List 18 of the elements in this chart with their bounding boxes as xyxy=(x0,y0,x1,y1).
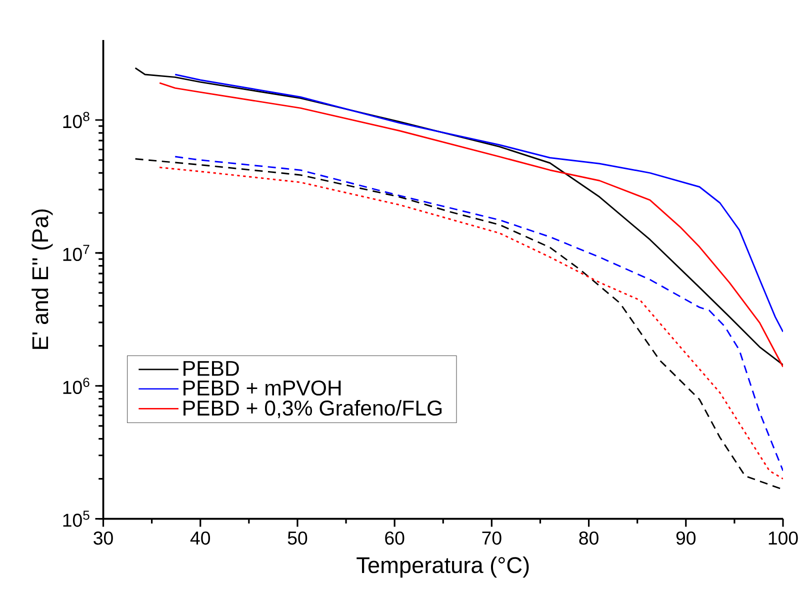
x-tick-label: 100 xyxy=(768,532,798,545)
y-axis-title: E' and E'' (Pa) xyxy=(32,210,53,349)
x-tick-label: 70 xyxy=(482,532,502,545)
x-tick-label: 50 xyxy=(288,532,308,545)
x-tick-label: 80 xyxy=(579,532,598,545)
legend-label: PEBD + 0,3% Grafeno/FLG xyxy=(184,400,442,418)
x-tick-label: 90 xyxy=(676,532,696,545)
x-tick-label: 60 xyxy=(385,532,404,545)
y-tick-label: 10$^{6}$ xyxy=(63,378,90,394)
legend-label: PEBD + mPVOH xyxy=(184,380,341,396)
legend-label: PEBD xyxy=(184,361,239,376)
y-tick-label: 10$^{7}$ xyxy=(63,244,90,262)
x-axis-title: Temperatura (°C) xyxy=(356,556,529,578)
x-tick-label: 30 xyxy=(94,532,113,545)
y-tick-label: 10$^{5}$ xyxy=(63,510,90,527)
line-series xyxy=(174,74,783,333)
y-tick-label: 10$^{8}$ xyxy=(63,112,90,128)
x-tick-label: 40 xyxy=(190,532,210,545)
